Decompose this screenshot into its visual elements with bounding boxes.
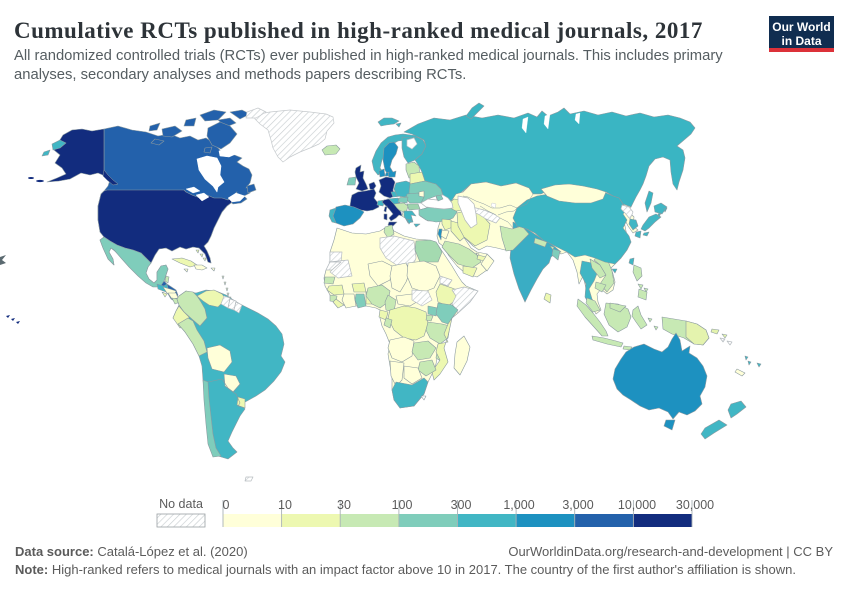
svg-text:3,000: 3,000 (562, 498, 593, 512)
svg-text:30: 30 (337, 498, 351, 512)
svg-text:No data: No data (159, 497, 203, 511)
svg-text:10: 10 (278, 498, 292, 512)
svg-text:10,000: 10,000 (618, 498, 656, 512)
svg-text:1,000: 1,000 (503, 498, 534, 512)
svg-text:0: 0 (223, 498, 230, 512)
svg-text:30,000: 30,000 (676, 498, 714, 512)
svg-text:300: 300 (451, 498, 472, 512)
svg-text:100: 100 (392, 498, 413, 512)
